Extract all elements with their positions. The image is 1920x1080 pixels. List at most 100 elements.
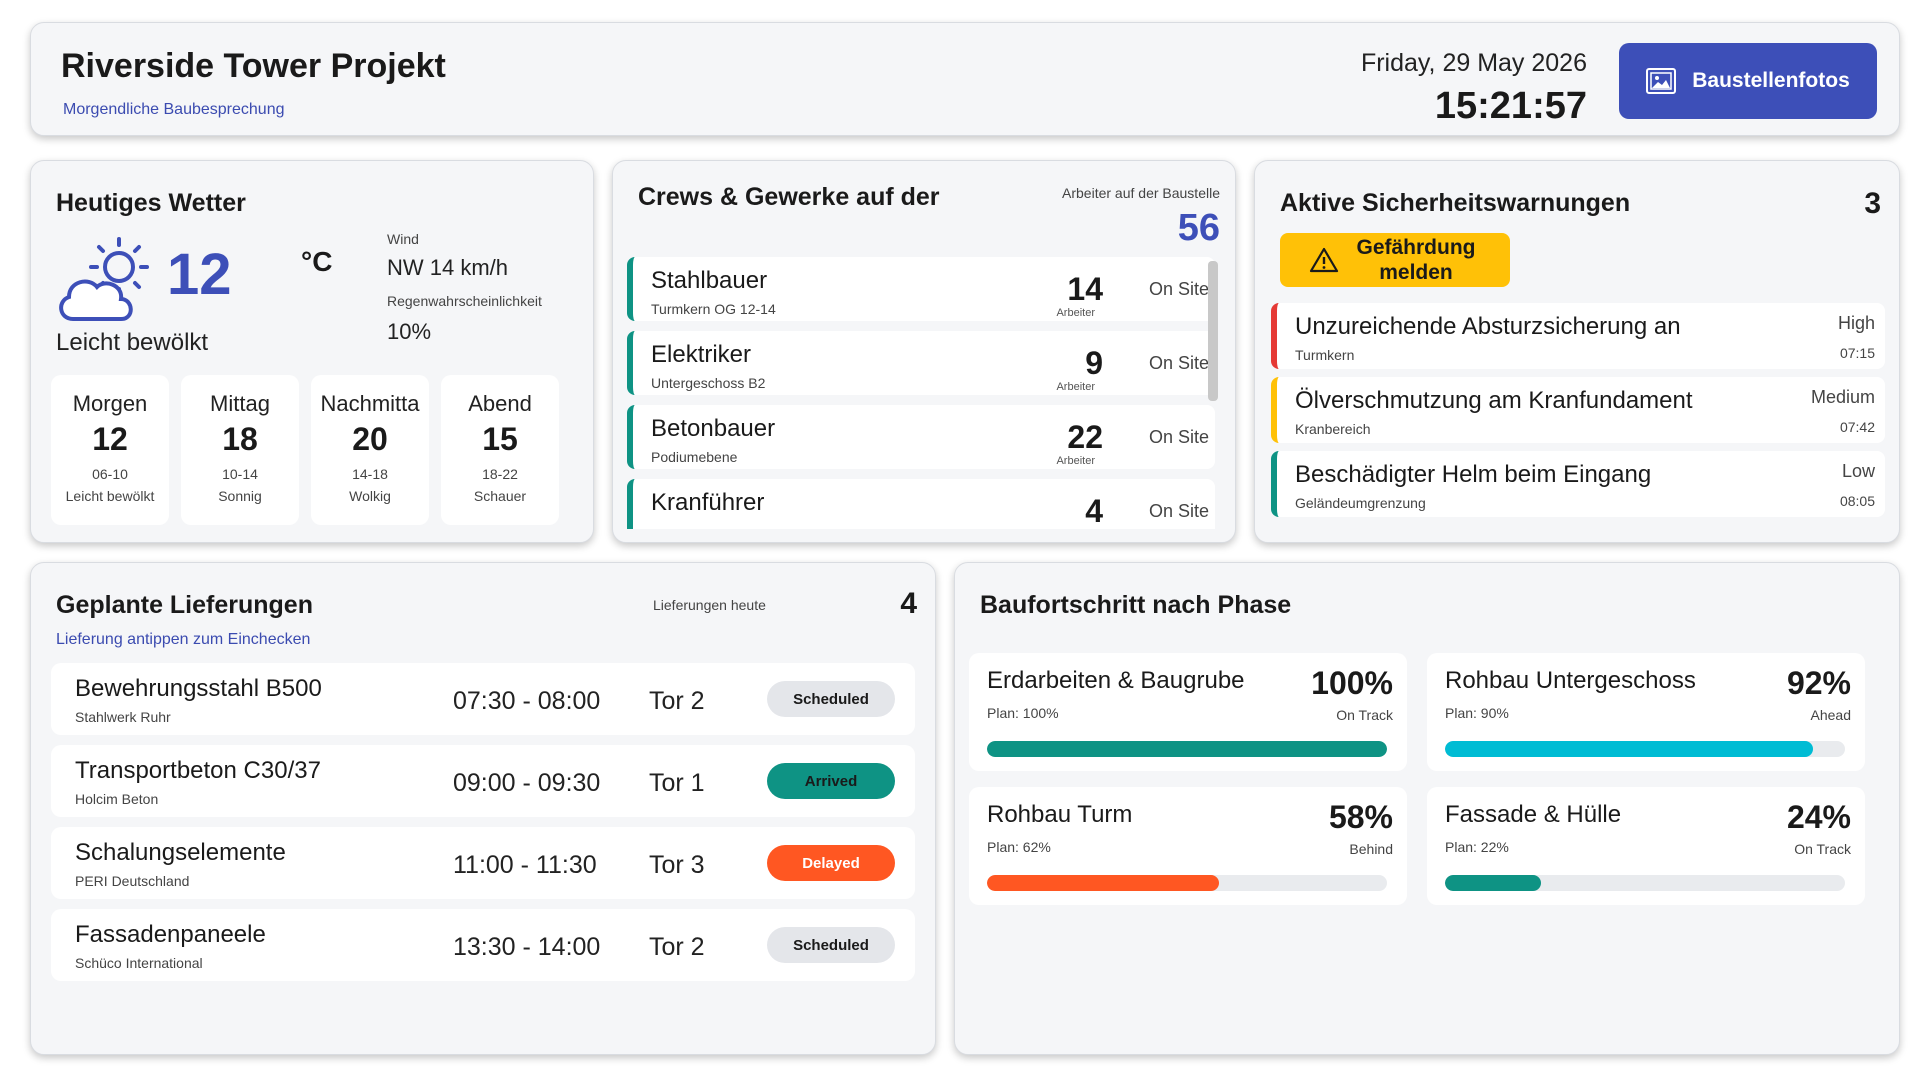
crews-title: Crews & Gewerke auf der bbox=[638, 183, 940, 211]
slot-temp: 15 bbox=[482, 421, 518, 457]
forecast-slot-afternoon: Nachmitta 20 14-18 Wolkig bbox=[311, 375, 429, 525]
crew-location: Podiumebene bbox=[651, 449, 738, 465]
slot-temp: 18 bbox=[222, 421, 258, 457]
slot-temp: 20 bbox=[352, 421, 388, 457]
deliveries-count-label: Lieferungen heute bbox=[653, 597, 766, 613]
deliveries-title: Geplante Lieferungen bbox=[56, 591, 313, 619]
crew-count-label: Arbeiter bbox=[1056, 307, 1095, 319]
deliveries-card: Geplante Lieferungen Lieferung antippen … bbox=[30, 562, 936, 1055]
wind-value: NW 14 km/h bbox=[387, 255, 509, 280]
delivery-row[interactable]: Bewehrungsstahl B500 Stahlwerk Ruhr 07:3… bbox=[51, 663, 915, 735]
delivery-time: 11:00 - 11:30 bbox=[453, 851, 597, 879]
phase-percent: 100% bbox=[1311, 665, 1393, 701]
rain-value: 10% bbox=[387, 319, 432, 344]
workers-label: Arbeiter auf der Baustelle bbox=[1062, 185, 1220, 201]
delivery-name: Bewehrungsstahl B500 bbox=[75, 675, 322, 702]
meeting-subtitle: Morgendliche Baubesprechung bbox=[63, 101, 285, 118]
phase-name: Rohbau Turm bbox=[987, 801, 1133, 828]
crew-name: Elektriker bbox=[651, 341, 752, 368]
crew-count: 14 bbox=[1067, 271, 1103, 307]
delivery-row[interactable]: Fassadenpaneele Schüco International 13:… bbox=[51, 909, 915, 981]
warning-row[interactable]: Beschädigter Helm beim Eingang Geländeum… bbox=[1271, 451, 1885, 517]
warning-severity: Low bbox=[1841, 461, 1875, 481]
crew-row[interactable]: Elektriker Untergeschoss B2 9 Arbeiter O… bbox=[627, 331, 1215, 395]
phase-status: Behind bbox=[1349, 841, 1393, 857]
crew-count-label: Arbeiter bbox=[1056, 455, 1095, 467]
delivery-time: 13:30 - 14:00 bbox=[453, 933, 601, 961]
wind-label: Wind bbox=[387, 231, 419, 247]
crew-count: 4 bbox=[1085, 493, 1103, 529]
photo-icon bbox=[1646, 68, 1677, 94]
delivery-row[interactable]: Schalungselemente PERI Deutschland 11:00… bbox=[51, 827, 915, 899]
phase-percent: 58% bbox=[1328, 799, 1393, 835]
delivery-status-badge: Arrived bbox=[767, 763, 895, 799]
phase-plan: Plan: 62% bbox=[987, 839, 1051, 855]
site-photos-button[interactable]: Baustellenfotos bbox=[1619, 43, 1877, 119]
phase-progress-fill bbox=[1445, 875, 1541, 891]
phase-progress-track bbox=[1445, 741, 1845, 757]
phase-progress-fill bbox=[987, 741, 1387, 757]
slot-condition: Leicht bewölkt bbox=[65, 488, 155, 504]
phase-name: Erdarbeiten & Baugrube bbox=[987, 667, 1245, 694]
crew-location: Untergeschoss B2 bbox=[651, 375, 766, 391]
warning-row[interactable]: Ölverschmutzung am Kranfundament Kranber… bbox=[1271, 377, 1885, 443]
slot-name: Morgen bbox=[72, 391, 148, 416]
partly-cloudy-icon bbox=[59, 237, 149, 321]
site-photos-label: Baustellenfotos bbox=[1692, 69, 1850, 92]
warning-time: 07:15 bbox=[1839, 345, 1875, 361]
crew-location: Turmkern OG 12-14 bbox=[651, 301, 776, 317]
header-bar: Riverside Tower Projekt Morgendliche Bau… bbox=[30, 22, 1900, 136]
delivery-name: Transportbeton C30/37 bbox=[75, 757, 321, 784]
delivery-supplier: Holcim Beton bbox=[75, 791, 159, 807]
delivery-name: Schalungselemente bbox=[75, 839, 286, 866]
crew-list[interactable]: Stahlbauer Turmkern OG 12-14 14 Arbeiter… bbox=[627, 257, 1221, 529]
slot-temp: 12 bbox=[92, 421, 128, 457]
slot-name: Mittag bbox=[210, 391, 270, 416]
safety-card: Aktive Sicherheitswarnungen 3 Gefährdung… bbox=[1254, 160, 1900, 543]
crew-list-scrollbar[interactable] bbox=[1208, 257, 1218, 529]
delivery-row[interactable]: Transportbeton C30/37 Holcim Beton 09:00… bbox=[51, 745, 915, 817]
crews-card: Crews & Gewerke auf der Arbeiter auf der… bbox=[612, 160, 1236, 543]
warning-time: 07:42 bbox=[1839, 419, 1875, 435]
slot-range: 18-22 bbox=[482, 466, 518, 482]
delivery-time: 07:30 - 08:00 bbox=[453, 687, 601, 715]
phase-card: Rohbau Untergeschoss Plan: 90% 92% Ahead bbox=[1427, 653, 1865, 771]
slot-range: 06-10 bbox=[92, 466, 128, 482]
crew-name: Stahlbauer bbox=[651, 267, 768, 294]
current-temperature: 12 bbox=[167, 242, 232, 307]
crew-row[interactable]: Kranführer 4 On Site bbox=[627, 479, 1215, 529]
phase-card: Erdarbeiten & Baugrube Plan: 100% 100% O… bbox=[969, 653, 1407, 771]
progress-card: Baufortschritt nach Phase Erdarbeiten & … bbox=[954, 562, 1900, 1055]
warning-time: 08:05 bbox=[1839, 493, 1875, 509]
current-time: 15:21:57 bbox=[1434, 85, 1587, 127]
weather-title: Heutiges Wetter bbox=[56, 189, 246, 217]
crew-row[interactable]: Stahlbauer Turmkern OG 12-14 14 Arbeiter… bbox=[627, 257, 1215, 321]
safety-title: Aktive Sicherheitswarnungen bbox=[1280, 189, 1631, 217]
report-hazard-button[interactable]: Gefährdung melden bbox=[1280, 233, 1510, 287]
phase-plan: Plan: 100% bbox=[987, 705, 1059, 721]
phase-name: Fassade & Hülle bbox=[1445, 801, 1622, 828]
delivery-supplier: PERI Deutschland bbox=[75, 873, 190, 889]
phase-percent: 92% bbox=[1786, 665, 1851, 701]
workers-count: 56 bbox=[1177, 207, 1220, 249]
slot-condition: Wolkig bbox=[349, 488, 391, 504]
crew-count-label: Arbeiter bbox=[1056, 381, 1095, 393]
scrollbar-thumb[interactable] bbox=[1208, 261, 1218, 401]
delivery-supplier: Schüco International bbox=[75, 955, 203, 971]
deliveries-hint: Lieferung antippen zum Einchecken bbox=[56, 631, 311, 648]
crew-row[interactable]: Betonbauer Podiumebene 22 Arbeiter On Si… bbox=[627, 405, 1215, 469]
phase-card: Rohbau Turm Plan: 62% 58% Behind bbox=[969, 787, 1407, 905]
warning-icon bbox=[1309, 247, 1339, 273]
phase-progress-track bbox=[987, 875, 1387, 891]
delivery-gate: Tor 2 bbox=[649, 933, 705, 961]
weather-condition: Leicht bewölkt bbox=[56, 329, 209, 356]
phase-plan: Plan: 22% bbox=[1445, 839, 1509, 855]
slot-range: 10-14 bbox=[222, 466, 258, 482]
crew-status: On Site bbox=[1148, 353, 1209, 373]
slot-condition: Schauer bbox=[473, 488, 527, 504]
warning-row[interactable]: Unzureichende Absturzsicherung an Turmke… bbox=[1271, 303, 1885, 369]
deliveries-count: 4 bbox=[900, 587, 917, 620]
warning-title: Unzureichende Absturzsicherung an bbox=[1295, 313, 1681, 340]
progress-title: Baufortschritt nach Phase bbox=[980, 591, 1292, 619]
delivery-name: Fassadenpaneele bbox=[75, 921, 266, 948]
